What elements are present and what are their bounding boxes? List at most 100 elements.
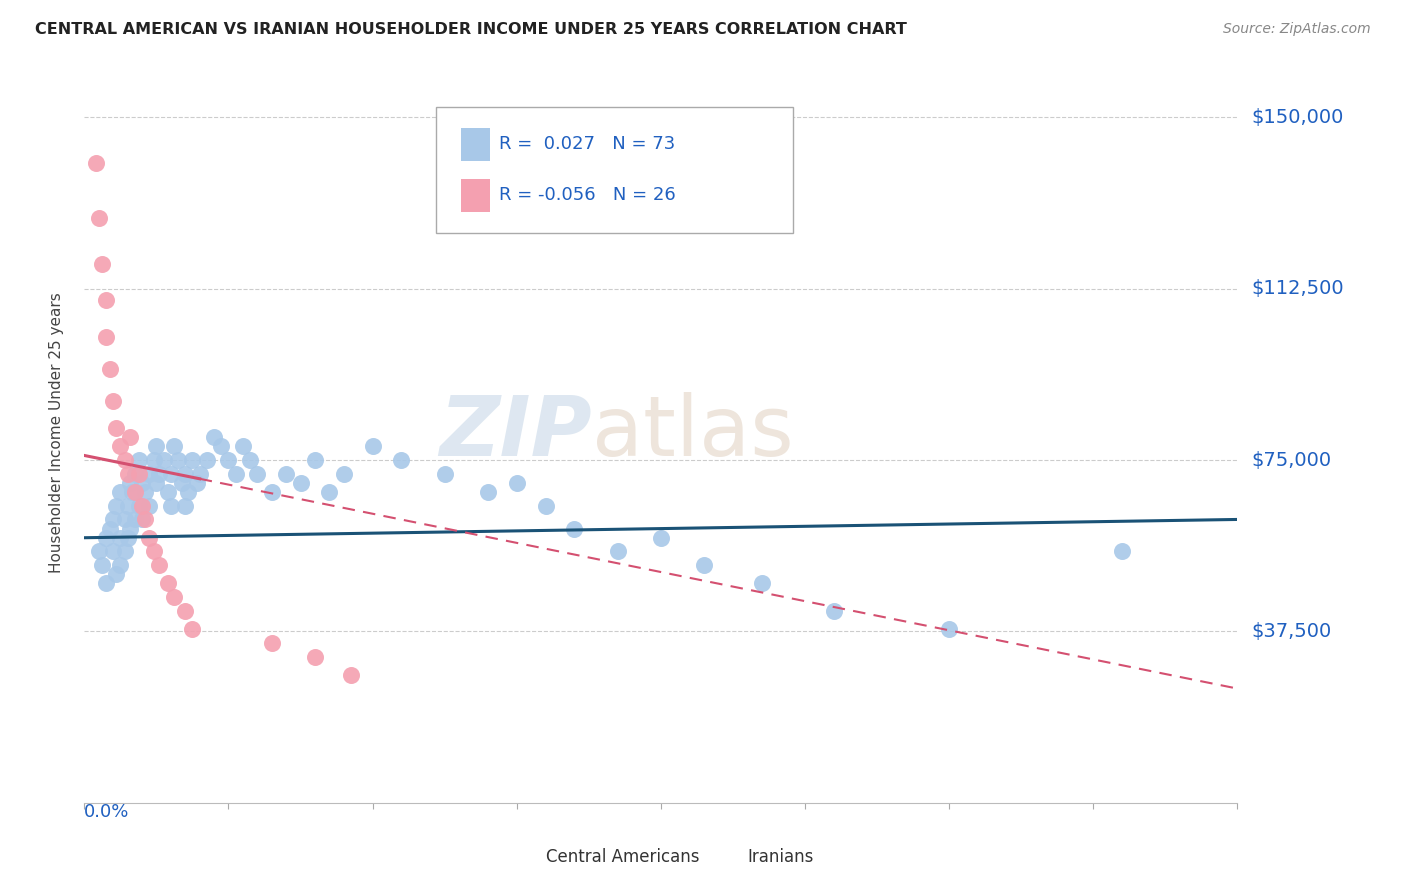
Point	[195, 453, 218, 467]
Point	[148, 467, 170, 481]
Point	[938, 622, 960, 636]
Point	[128, 467, 150, 481]
Point	[110, 439, 132, 453]
Text: 0.0%: 0.0%	[84, 803, 129, 821]
Point	[134, 512, 156, 526]
Point	[117, 467, 139, 481]
Point	[110, 531, 132, 545]
Point	[128, 453, 150, 467]
FancyBboxPatch shape	[461, 128, 491, 161]
Point	[225, 467, 247, 481]
Point	[391, 453, 413, 467]
Point	[84, 156, 107, 170]
Point	[148, 558, 170, 573]
Point	[163, 590, 186, 604]
Point	[117, 531, 139, 545]
Point	[751, 576, 773, 591]
Text: Iranians: Iranians	[748, 848, 814, 866]
Point	[94, 531, 117, 545]
Point	[138, 531, 160, 545]
Point	[232, 439, 254, 453]
Point	[145, 439, 167, 453]
Point	[90, 558, 112, 573]
Point	[131, 499, 153, 513]
Point	[156, 576, 179, 591]
Point	[506, 475, 529, 490]
Point	[145, 475, 167, 490]
Point	[114, 544, 136, 558]
Point	[114, 453, 136, 467]
Point	[152, 453, 174, 467]
Point	[90, 256, 112, 270]
Point	[138, 499, 160, 513]
Point	[87, 211, 110, 225]
Point	[172, 475, 194, 490]
Text: $37,500: $37,500	[1251, 622, 1331, 641]
Point	[105, 567, 128, 582]
Point	[110, 485, 132, 500]
Point	[114, 512, 136, 526]
Point	[105, 421, 128, 435]
Text: Central Americans: Central Americans	[546, 848, 699, 866]
Point	[693, 558, 716, 573]
Point	[103, 512, 124, 526]
Point	[128, 499, 150, 513]
Point	[246, 467, 269, 481]
Point	[202, 430, 225, 444]
Point	[174, 499, 197, 513]
Point	[160, 499, 183, 513]
FancyBboxPatch shape	[510, 847, 536, 867]
Point	[142, 453, 165, 467]
Point	[564, 522, 586, 536]
Point	[117, 499, 139, 513]
Point	[138, 467, 160, 481]
Text: R = -0.056   N = 26: R = -0.056 N = 26	[499, 186, 676, 204]
Point	[218, 453, 240, 467]
Point	[276, 467, 298, 481]
Point	[177, 485, 200, 500]
Point	[167, 453, 190, 467]
FancyBboxPatch shape	[436, 107, 793, 233]
Point	[110, 558, 132, 573]
Point	[120, 430, 142, 444]
Point	[239, 453, 262, 467]
Point	[186, 475, 208, 490]
Point	[260, 636, 283, 650]
Point	[105, 499, 128, 513]
Point	[134, 485, 156, 500]
FancyBboxPatch shape	[713, 847, 738, 867]
Point	[124, 467, 146, 481]
Point	[304, 649, 326, 664]
Text: Source: ZipAtlas.com: Source: ZipAtlas.com	[1223, 22, 1371, 37]
Point	[131, 512, 153, 526]
Point	[156, 485, 179, 500]
Point	[103, 393, 124, 408]
Point	[433, 467, 456, 481]
Point	[174, 604, 197, 618]
Point	[333, 467, 356, 481]
Point	[160, 467, 183, 481]
Text: $112,500: $112,500	[1251, 279, 1344, 298]
Point	[823, 604, 845, 618]
Point	[174, 467, 197, 481]
Point	[87, 544, 110, 558]
Point	[98, 361, 121, 376]
Text: atlas: atlas	[592, 392, 793, 473]
Point	[650, 531, 672, 545]
Text: $150,000: $150,000	[1251, 108, 1344, 127]
Point	[181, 453, 204, 467]
Point	[142, 544, 165, 558]
Y-axis label: Householder Income Under 25 years: Householder Income Under 25 years	[49, 293, 63, 573]
Point	[477, 485, 499, 500]
Point	[94, 576, 117, 591]
Point	[606, 544, 628, 558]
Point	[188, 467, 211, 481]
Point	[340, 668, 363, 682]
Point	[260, 485, 283, 500]
Point	[94, 293, 117, 307]
Point	[181, 622, 204, 636]
Point	[103, 544, 124, 558]
Point	[318, 485, 340, 500]
Point	[304, 453, 326, 467]
Text: ZIP: ZIP	[439, 392, 592, 473]
